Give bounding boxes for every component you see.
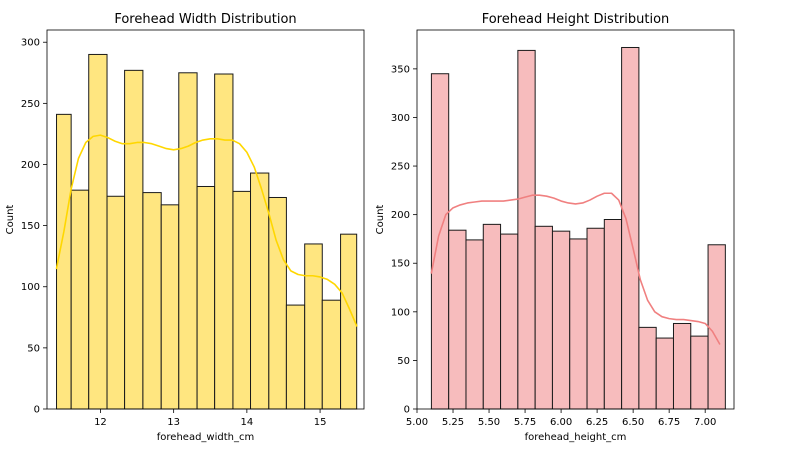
height-bar	[534, 225, 553, 410]
height-bar	[586, 227, 605, 410]
height-bar	[569, 238, 588, 410]
width-y-tick-label: 0	[34, 405, 40, 416]
height-y-tick-label: 50	[397, 356, 410, 367]
height-x-tick-label: 5.50	[478, 417, 500, 428]
height-x-tick-label: 7.00	[694, 417, 716, 428]
width-bar	[268, 196, 287, 410]
width-bar	[214, 73, 234, 410]
width-x-axis-label: forehead_width_cm	[157, 432, 254, 443]
height-bar	[655, 337, 674, 410]
height-bar	[500, 233, 519, 410]
height-bar	[672, 322, 692, 410]
height-x-tick-label: 6.75	[658, 417, 680, 428]
height-y-tick-label: 250	[391, 162, 410, 173]
forehead-height-chart: 5.00 5.25 5.50 5.75 6.00 6.25 6.50 6.75 7.00 0 50 1…	[375, 12, 735, 443]
height-chart-title: Forehead Height Distribution	[482, 12, 670, 27]
height-y-axis-label: Count	[375, 205, 386, 235]
width-x-tick-label: 14	[240, 417, 253, 428]
height-bar	[448, 229, 467, 410]
height-bars	[430, 46, 726, 410]
width-bar	[124, 69, 144, 410]
height-bar	[621, 46, 640, 410]
width-chart-title: Forehead Width Distribution	[114, 12, 296, 27]
height-bar	[707, 244, 726, 410]
width-bar	[285, 304, 306, 410]
width-y-tick-label: 150	[21, 221, 40, 232]
width-plot-frame	[46, 29, 365, 410]
height-x-tick-label: 6.00	[550, 417, 572, 428]
width-bar	[70, 189, 90, 410]
height-bar	[430, 73, 450, 410]
height-x-tick-label: 5.00	[406, 417, 428, 428]
width-y-axis-label: Count	[5, 205, 16, 235]
height-y-tick-label: 0	[404, 405, 410, 416]
width-x-tick-label: 12	[94, 417, 107, 428]
height-y-tick-label: 200	[391, 210, 410, 221]
width-kde-line	[55, 134, 358, 327]
width-bar	[106, 195, 126, 410]
height-y-tick-label: 350	[391, 64, 410, 75]
height-x-tick-label: 5.25	[442, 417, 464, 428]
width-y-tick-label: 250	[21, 99, 40, 110]
width-y-tick-label: 50	[27, 343, 40, 354]
height-plot-frame	[416, 29, 735, 410]
height-y-tick-label: 150	[391, 259, 410, 270]
height-bar	[517, 49, 536, 410]
height-bar	[465, 239, 484, 410]
width-bar	[160, 204, 180, 410]
height-bar	[638, 326, 657, 410]
width-y-tick-label: 100	[21, 282, 40, 293]
height-x-tick-label: 6.25	[586, 417, 608, 428]
width-bars	[56, 53, 358, 410]
width-bar	[232, 190, 252, 410]
height-bar	[690, 335, 709, 410]
height-x-tick-label: 5.75	[514, 417, 536, 428]
width-bar	[250, 172, 270, 410]
height-y-tick-label: 300	[391, 113, 410, 124]
width-x-tick-label: 15	[314, 417, 327, 428]
width-x-tick-label: 13	[167, 417, 180, 428]
width-bar	[56, 113, 72, 410]
width-bar	[321, 299, 342, 410]
height-bar	[482, 223, 502, 410]
width-bar	[88, 53, 108, 410]
height-bar	[603, 219, 623, 410]
width-bar	[196, 185, 216, 410]
height-x-axis-label: forehead_height_cm	[525, 432, 627, 443]
width-bar	[178, 72, 198, 410]
height-x-tick-label: 6.50	[622, 417, 644, 428]
width-y-tick-label: 300	[21, 38, 40, 49]
height-kde-line	[430, 192, 721, 345]
width-y-tick-label: 200	[21, 160, 40, 171]
height-y-tick-label: 100	[391, 307, 410, 318]
height-bar	[551, 230, 571, 410]
width-bar	[304, 243, 323, 410]
width-bar	[142, 192, 162, 410]
